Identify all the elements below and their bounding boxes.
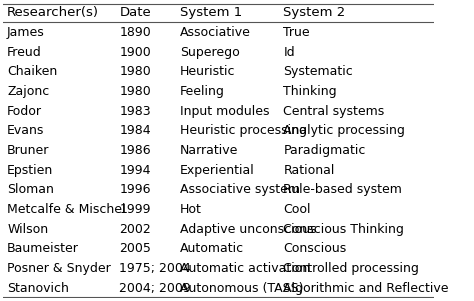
- Text: Posner & Snyder: Posner & Snyder: [7, 262, 111, 275]
- Text: Thinking: Thinking: [283, 85, 337, 98]
- Text: Controlled processing: Controlled processing: [283, 262, 419, 275]
- Text: 1984: 1984: [119, 124, 151, 137]
- Text: Freud: Freud: [7, 45, 42, 58]
- Text: Evans: Evans: [7, 124, 45, 137]
- Text: 2005: 2005: [119, 243, 151, 256]
- Text: Associative system: Associative system: [180, 183, 300, 196]
- Text: Id: Id: [283, 45, 295, 58]
- Text: Rule-based system: Rule-based system: [283, 183, 402, 196]
- Text: Cool: Cool: [283, 203, 311, 216]
- Text: Feeling: Feeling: [180, 85, 225, 98]
- Text: True: True: [283, 26, 310, 39]
- Text: 1900: 1900: [119, 45, 151, 58]
- Text: Associative: Associative: [180, 26, 251, 39]
- Text: Epstien: Epstien: [7, 164, 54, 177]
- Text: Heuristic: Heuristic: [180, 65, 235, 78]
- Text: Input modules: Input modules: [180, 105, 269, 118]
- Text: 1996: 1996: [119, 183, 151, 196]
- Text: Superego: Superego: [180, 45, 239, 58]
- Text: Experiential: Experiential: [180, 164, 255, 177]
- Text: System 1: System 1: [180, 6, 242, 19]
- Text: Automatic activation: Automatic activation: [180, 262, 310, 275]
- Text: Zajonc: Zajonc: [7, 85, 49, 98]
- Text: Wilson: Wilson: [7, 223, 48, 236]
- Text: Researcher(s): Researcher(s): [7, 6, 99, 19]
- Text: Paradigmatic: Paradigmatic: [283, 144, 365, 157]
- Text: Analytic processing: Analytic processing: [283, 124, 405, 137]
- Text: 1980: 1980: [119, 85, 151, 98]
- Text: Narrative: Narrative: [180, 144, 238, 157]
- Text: Metcalfe & Mischel: Metcalfe & Mischel: [7, 203, 126, 216]
- Text: Stanovich: Stanovich: [7, 282, 69, 295]
- Text: Conscious Thinking: Conscious Thinking: [283, 223, 404, 236]
- Text: 1994: 1994: [119, 164, 151, 177]
- Text: Adaptive unconscious: Adaptive unconscious: [180, 223, 316, 236]
- Text: Hot: Hot: [180, 203, 201, 216]
- Text: 1890: 1890: [119, 26, 151, 39]
- Text: Date: Date: [119, 6, 151, 19]
- Text: James: James: [7, 26, 45, 39]
- Text: System 2: System 2: [283, 6, 346, 19]
- Text: 1980: 1980: [119, 65, 151, 78]
- Text: Baumeister: Baumeister: [7, 243, 79, 256]
- Text: Chaiken: Chaiken: [7, 65, 57, 78]
- Text: 1999: 1999: [119, 203, 151, 216]
- Text: Automatic: Automatic: [180, 243, 244, 256]
- Text: Autonomous (TASS): Autonomous (TASS): [180, 282, 303, 295]
- Text: 1975; 2004: 1975; 2004: [119, 262, 191, 275]
- Text: Conscious: Conscious: [283, 243, 346, 256]
- Text: Central systems: Central systems: [283, 105, 384, 118]
- Text: Bruner: Bruner: [7, 144, 49, 157]
- Text: Rational: Rational: [283, 164, 335, 177]
- Text: Sloman: Sloman: [7, 183, 54, 196]
- Text: 1983: 1983: [119, 105, 151, 118]
- Text: Fodor: Fodor: [7, 105, 42, 118]
- Text: 1986: 1986: [119, 144, 151, 157]
- Text: 2002: 2002: [119, 223, 151, 236]
- Text: Systematic: Systematic: [283, 65, 353, 78]
- Text: 2004; 2009: 2004; 2009: [119, 282, 191, 295]
- Text: Algorithmic and Reflective: Algorithmic and Reflective: [283, 282, 449, 295]
- Text: Heuristic processing: Heuristic processing: [180, 124, 307, 137]
